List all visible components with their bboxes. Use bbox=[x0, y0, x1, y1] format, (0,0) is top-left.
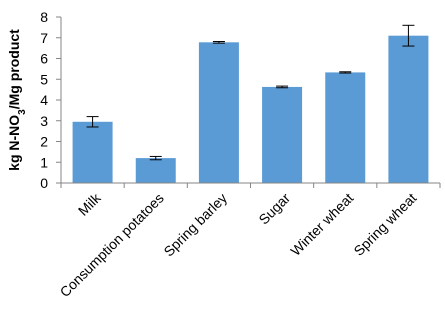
y-tick-label: 8 bbox=[40, 9, 48, 25]
x-category-label: Spring barley bbox=[160, 190, 230, 260]
y-axis-label-pre: kg N-NO bbox=[6, 115, 22, 171]
bars bbox=[72, 24, 429, 183]
bar bbox=[388, 35, 429, 183]
y-tick-label: 5 bbox=[40, 71, 48, 87]
y-tick-label: 4 bbox=[40, 92, 48, 108]
x-category-label: Spring wheat bbox=[350, 190, 419, 259]
y-axis: 0 1 2 3 4 5 6 7 8 bbox=[40, 9, 62, 191]
x-category-label: Milk bbox=[75, 189, 105, 219]
bar bbox=[198, 42, 239, 183]
y-tick-label: 6 bbox=[40, 51, 48, 67]
y-tick-label: 0 bbox=[40, 175, 48, 191]
y-tick-label: 1 bbox=[40, 154, 48, 170]
y-tick-label: 7 bbox=[40, 30, 48, 46]
bar bbox=[72, 121, 113, 183]
y-tick-label: 2 bbox=[40, 134, 48, 150]
bar bbox=[325, 72, 366, 183]
bar bbox=[262, 86, 303, 183]
y-axis-label: kg N-NO3/Mg product bbox=[6, 29, 28, 171]
y-axis-label-post: /Mg product bbox=[6, 29, 22, 109]
y-tick-label: 3 bbox=[40, 113, 48, 129]
x-category-label: Winter wheat bbox=[287, 190, 356, 259]
y-axis-label-sub: 3 bbox=[17, 109, 28, 115]
x-category-label: Consumption potatoes bbox=[56, 190, 166, 300]
bar bbox=[135, 158, 176, 183]
x-category-label: Sugar bbox=[255, 190, 293, 228]
